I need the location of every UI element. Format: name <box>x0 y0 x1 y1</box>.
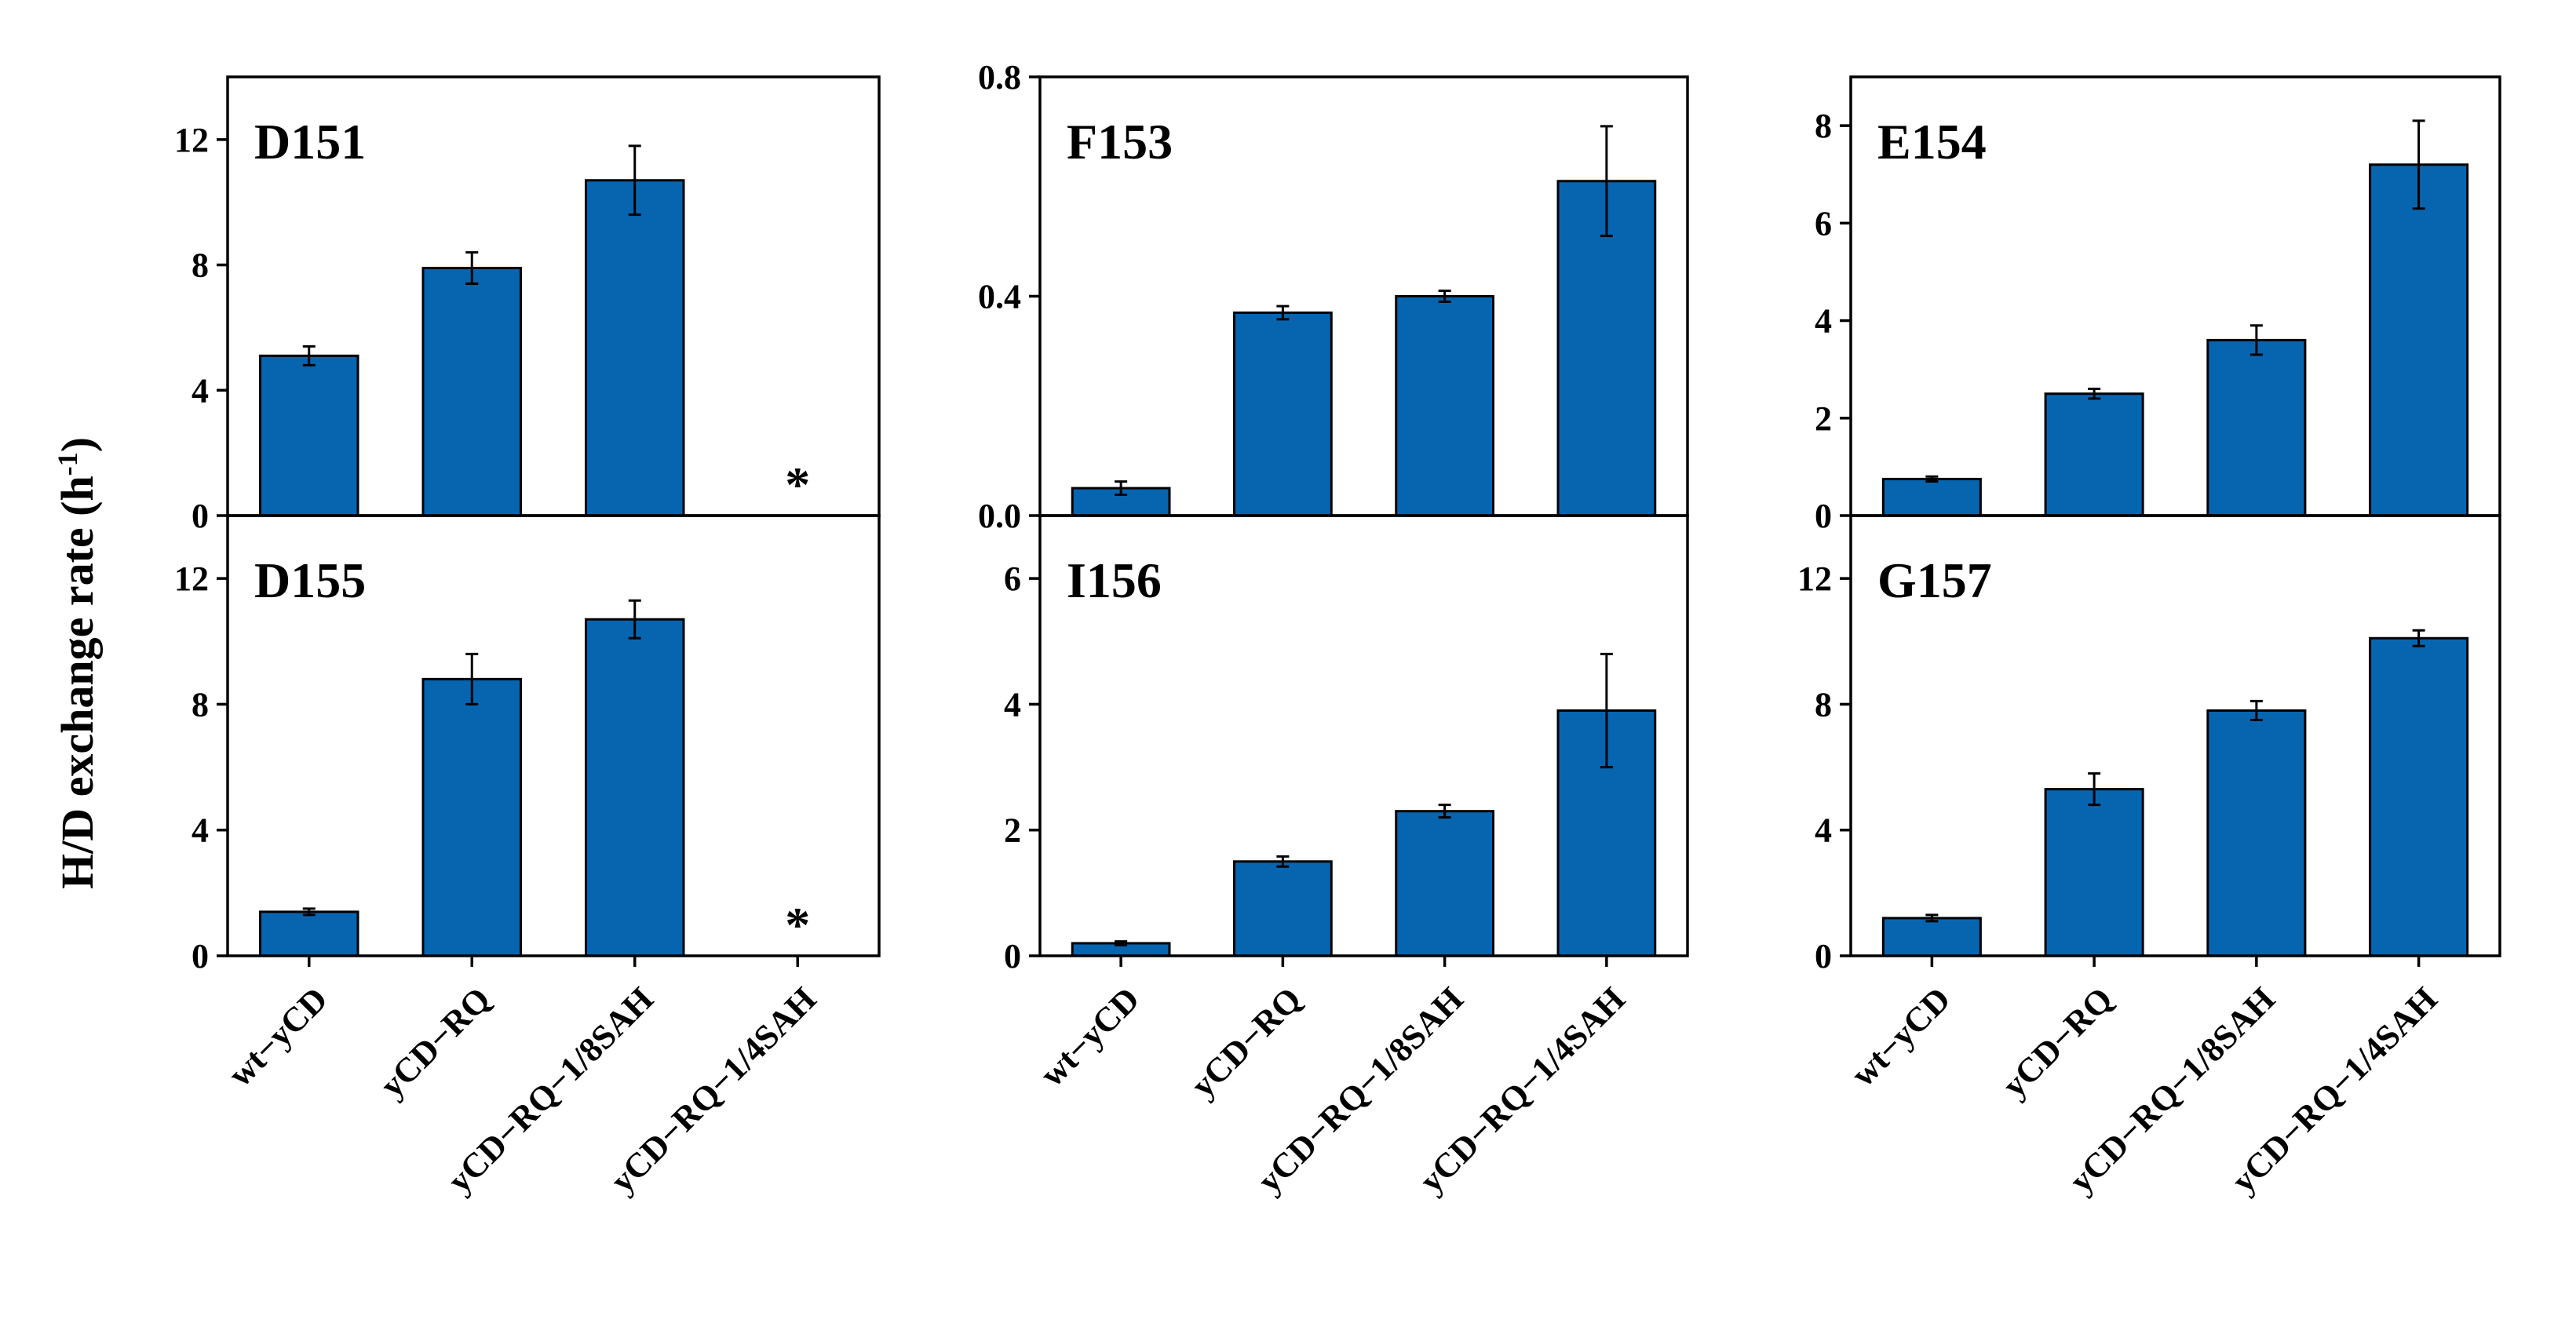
bar-F153-1 <box>1233 311 1333 517</box>
y-axis-title-main: H/D exchange rate (h <box>52 476 103 889</box>
panel-F153: 0.0 0.4 0.8 F153 <box>978 58 1689 535</box>
bar-D151-2 <box>585 179 685 517</box>
panel-E154: 0 2 4 6 8 E154 <box>1815 75 2501 535</box>
y-tick-label-D151: 8 <box>192 246 209 285</box>
y-tick-label-G157: 0 <box>1815 937 1832 975</box>
y-tick-label-I156: 2 <box>1004 811 1021 850</box>
y-tick-label-F153: 0.8 <box>978 58 1021 97</box>
x-tick-label-G157-1: yCD−RQ <box>1995 979 2121 1105</box>
bar-G157-3 <box>2369 636 2469 957</box>
bar-D151-0 <box>259 354 359 517</box>
frame-D155 <box>226 514 881 957</box>
figure-y-axis-title: H/D exchange rate (h-1) <box>52 437 103 889</box>
y-tick-label-G157: 12 <box>1797 560 1832 598</box>
panel-title-G157: G157 <box>1877 552 1992 608</box>
y-tick-label-E154: 0 <box>1815 497 1832 535</box>
y-tick-label-D155: 8 <box>192 685 209 724</box>
bar-F153-2 <box>1395 295 1494 517</box>
y-tick-label-I156: 6 <box>1004 560 1021 598</box>
y-tick-label-F153: 0.4 <box>978 278 1021 316</box>
bar-D151-1 <box>421 267 522 517</box>
x-tick-label-D155-1: yCD−RQ <box>373 979 498 1105</box>
missing-marker-D155: * <box>785 897 810 953</box>
frame-I156 <box>1038 514 1689 957</box>
y-tick-label-E154: 6 <box>1815 204 1832 242</box>
y-tick-label-G157: 8 <box>1815 685 1832 724</box>
y-tick-label-E154: 2 <box>1815 399 1832 438</box>
bar-D155-0 <box>259 910 359 957</box>
bar-G157-0 <box>1881 917 1982 957</box>
y-tick-label-F153: 0.0 <box>978 497 1021 535</box>
bar-D155-1 <box>421 677 522 957</box>
y-tick-label-E154: 8 <box>1815 107 1832 145</box>
bar-E154-3 <box>2369 163 2469 517</box>
y-tick-label-E154: 4 <box>1815 302 1832 341</box>
y-tick-label-D155: 12 <box>174 560 209 598</box>
bar-E154-0 <box>1881 477 1982 517</box>
y-tick-label-D151: 4 <box>192 371 209 410</box>
bar-G157-1 <box>2044 788 2144 957</box>
bar-E154-2 <box>2206 338 2307 517</box>
panel-title-I156: I156 <box>1067 552 1162 608</box>
y-axis-title-close: ) <box>52 437 103 452</box>
y-tick-label-D151: 0 <box>192 497 209 535</box>
bar-E154-1 <box>2044 392 2144 517</box>
missing-marker-D151: * <box>785 457 810 512</box>
y-tick-label-D151: 12 <box>174 121 209 159</box>
panel-title-E154: E154 <box>1877 114 1987 170</box>
panel-title-F153: F153 <box>1067 114 1173 170</box>
y-axis-title-superscript: -1 <box>52 452 83 476</box>
x-tick-label-I156-1: yCD−RQ <box>1184 979 1309 1105</box>
bar-G157-2 <box>2206 709 2307 957</box>
frame-G157 <box>1849 514 2501 957</box>
panel-D151: * 0 4 8 12 D151 <box>174 75 881 535</box>
bar-I156-1 <box>1233 860 1333 957</box>
panel-title-D155: D155 <box>254 552 366 608</box>
x-tick-label-G157-0: wt−yCD <box>1844 979 1958 1094</box>
y-tick-label-I156: 4 <box>1004 685 1021 724</box>
panel-title-D151: D151 <box>254 114 366 170</box>
y-tick-label-I156: 0 <box>1004 937 1021 975</box>
y-tick-label-D155: 0 <box>192 937 209 975</box>
x-tick-label-D155-0: wt−yCD <box>221 979 335 1094</box>
bar-D155-2 <box>585 618 685 957</box>
bar-I156-2 <box>1395 810 1494 957</box>
y-tick-label-D155: 4 <box>192 811 209 850</box>
x-tick-label-I156-0: wt−yCD <box>1032 979 1147 1094</box>
y-tick-label-G157: 4 <box>1815 811 1832 850</box>
